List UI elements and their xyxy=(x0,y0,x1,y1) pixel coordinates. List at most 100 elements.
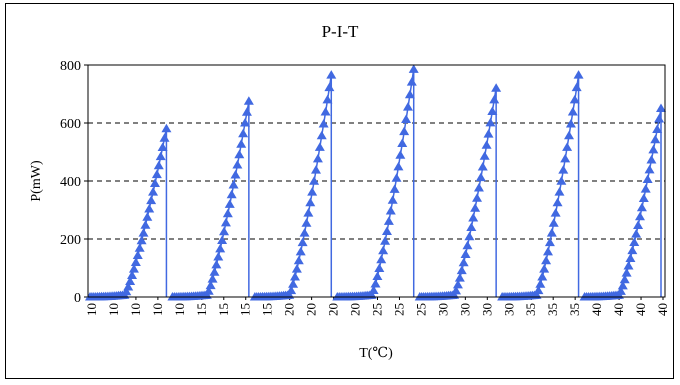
x-tick-label: 30 xyxy=(479,303,494,316)
x-axis: 10 10 10 10 10 15 15 15 15 20 20 20 20 25 25 25 30 30 30 30… xyxy=(84,297,670,316)
y-tick-label: 800 xyxy=(60,59,81,74)
data-point-marker xyxy=(539,264,550,273)
data-point-marker xyxy=(619,274,630,284)
data-point-marker xyxy=(464,231,475,241)
data-point-marker xyxy=(326,70,337,79)
data-point-marker xyxy=(633,220,644,230)
data-point-marker xyxy=(644,164,655,174)
data-point-marker xyxy=(220,217,231,227)
x-tick-label: 25 xyxy=(391,303,406,316)
data-point-marker xyxy=(238,128,249,138)
data-point-marker xyxy=(127,270,138,279)
data-point-marker xyxy=(636,202,647,212)
data-point-marker xyxy=(142,212,153,221)
data-point-marker xyxy=(157,142,168,151)
data-point-marker xyxy=(219,226,230,236)
series-line xyxy=(337,69,415,298)
data-point-marker xyxy=(402,102,413,111)
data-point-marker xyxy=(148,187,159,196)
data-point-marker xyxy=(631,229,642,238)
data-point-marker xyxy=(370,278,381,288)
data-point-marker xyxy=(205,280,216,290)
data-point-marker xyxy=(554,187,565,196)
y-tick-label: 200 xyxy=(60,233,81,248)
data-point-marker xyxy=(372,271,383,281)
x-tick-label: 40 xyxy=(655,303,670,316)
data-point-marker xyxy=(475,172,486,182)
x-tick-label: 20 xyxy=(326,303,341,316)
data-point-marker xyxy=(621,268,632,277)
data-point-marker xyxy=(236,139,247,148)
data-point-marker xyxy=(454,273,465,282)
data-point-marker xyxy=(558,165,569,174)
data-point-marker xyxy=(140,220,151,229)
data-point-marker xyxy=(548,218,559,227)
x-tick-label: 20 xyxy=(304,303,319,316)
data-point-marker xyxy=(481,140,492,149)
data-point-marker xyxy=(299,228,310,237)
data-point-marker xyxy=(286,285,297,295)
data-point-marker xyxy=(406,77,417,86)
data-point-marker xyxy=(629,237,640,247)
x-tick-label: 10 xyxy=(172,303,187,316)
data-point-marker xyxy=(573,70,584,79)
data-point-marker xyxy=(460,249,471,258)
data-point-marker xyxy=(209,267,220,276)
data-point-marker xyxy=(571,82,582,92)
data-point-marker xyxy=(473,182,484,192)
data-point-marker xyxy=(468,212,479,222)
y-tick-label: 400 xyxy=(60,175,81,190)
data-point-marker xyxy=(217,235,228,244)
y-tick-label: 0 xyxy=(74,291,81,306)
data-point-marker xyxy=(211,259,222,269)
data-point-marker xyxy=(404,89,415,99)
data-point-marker xyxy=(291,264,302,273)
data-point-marker xyxy=(485,117,496,127)
data-point-marker xyxy=(146,195,157,205)
series-line xyxy=(254,74,333,298)
data-point-marker xyxy=(376,254,387,264)
x-axis-title: T(℃) xyxy=(359,346,393,361)
data-point-marker xyxy=(134,243,145,252)
data-point-marker xyxy=(215,243,226,253)
data-point-marker xyxy=(121,286,132,296)
data-point-marker xyxy=(544,237,555,247)
data-point-marker xyxy=(318,118,329,128)
data-point-marker xyxy=(240,118,251,127)
data-point-marker xyxy=(451,285,462,295)
data-point-marker xyxy=(640,184,651,193)
data-point-marker xyxy=(625,253,636,262)
data-point-marker xyxy=(144,204,155,213)
data-point-marker xyxy=(569,94,580,104)
data-point-marker xyxy=(289,272,300,281)
data-point-marker xyxy=(541,255,552,265)
data-point-marker xyxy=(648,144,659,154)
x-tick-label: 35 xyxy=(545,303,560,316)
data-point-marker xyxy=(305,197,316,207)
data-point-marker xyxy=(138,228,149,237)
data-point-marker xyxy=(226,189,237,199)
data-point-marker xyxy=(646,154,657,164)
data-point-marker xyxy=(462,240,473,250)
data-point-marker xyxy=(533,285,544,295)
data-point-marker xyxy=(314,142,325,151)
data-point-marker xyxy=(546,228,557,237)
x-tick-label: 40 xyxy=(633,303,648,316)
y-axis-title: P(mW) xyxy=(29,160,44,202)
data-point-marker xyxy=(556,176,567,185)
y-axis: 0 200 400 600 800 xyxy=(60,59,88,306)
y-tick-label: 600 xyxy=(60,117,81,132)
data-point-marker xyxy=(224,199,235,208)
data-point-marker xyxy=(309,176,320,185)
x-tick-label: 30 xyxy=(435,303,450,316)
data-point-marker xyxy=(466,222,477,232)
data-point-marker xyxy=(550,208,561,217)
data-point-marker xyxy=(615,286,626,295)
data-point-marker xyxy=(638,193,649,203)
data-series xyxy=(85,64,666,301)
data-point-marker xyxy=(472,193,483,202)
data-point-marker xyxy=(452,279,463,289)
x-tick-label: 15 xyxy=(238,303,253,316)
series-line xyxy=(502,74,580,298)
